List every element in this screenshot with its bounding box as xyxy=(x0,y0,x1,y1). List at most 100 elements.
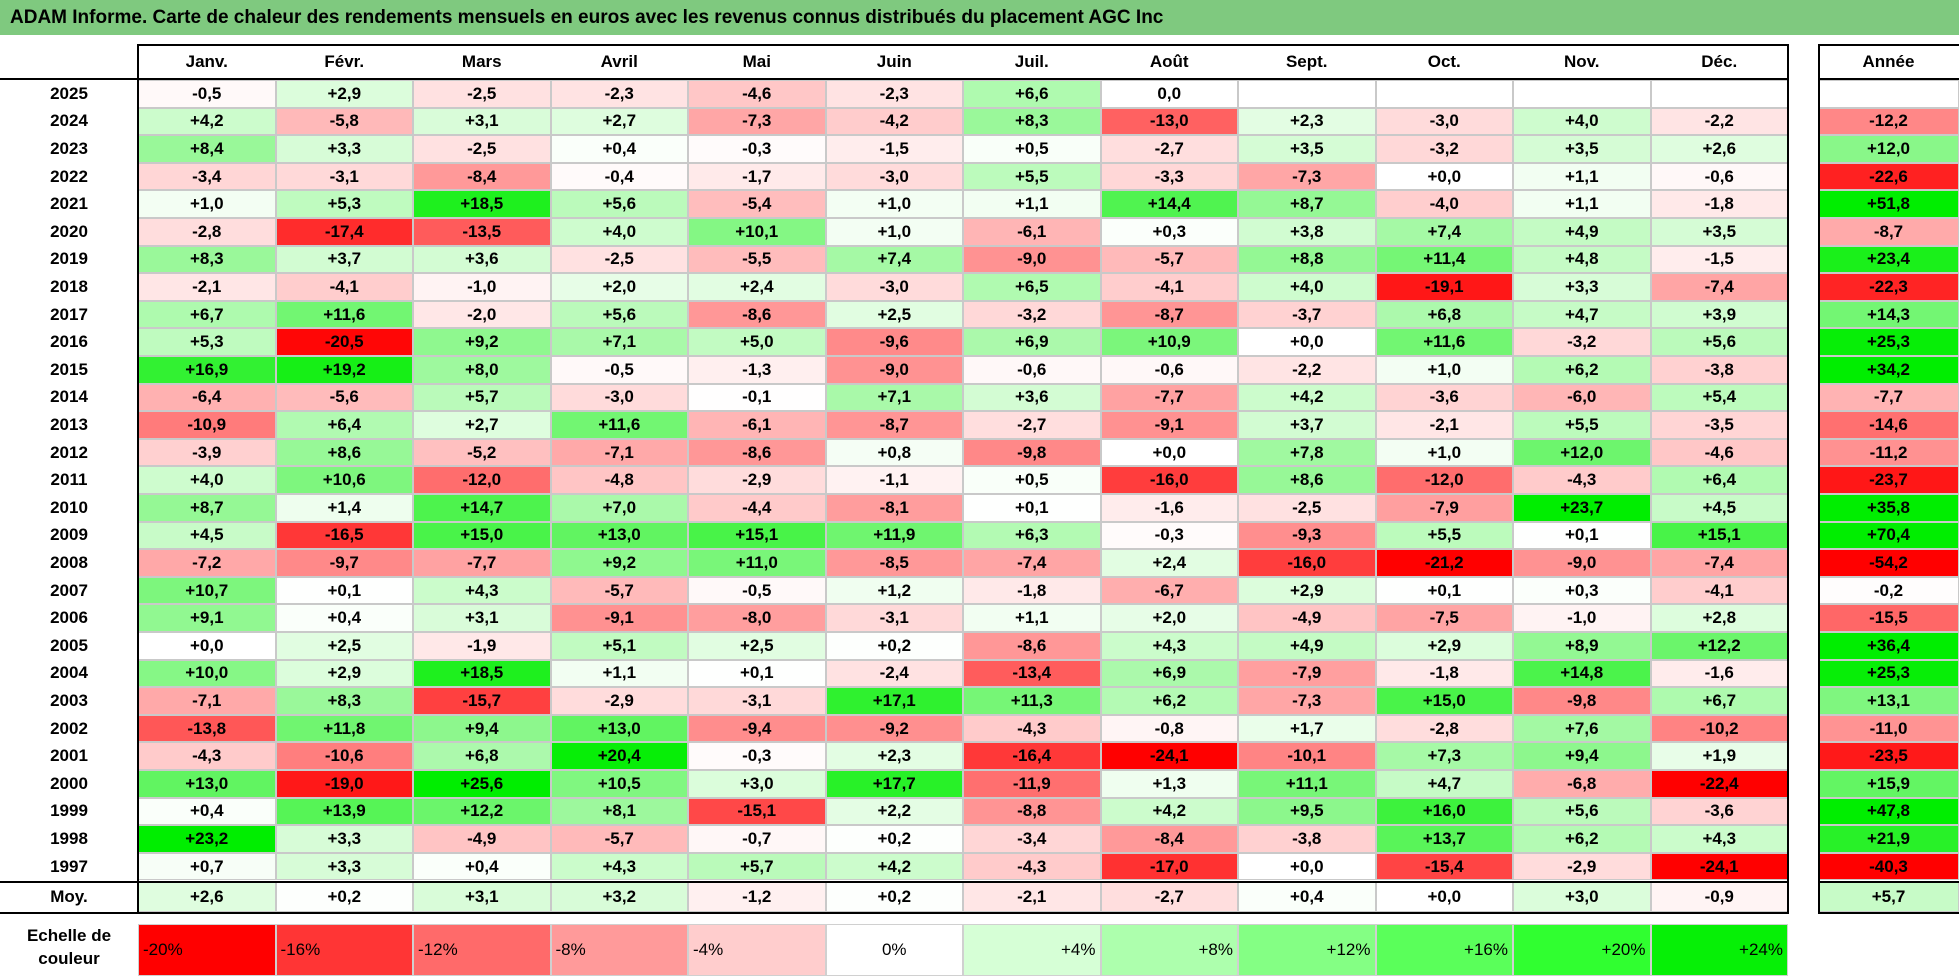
heatmap-cell: -7,4 xyxy=(963,549,1101,577)
year-label: 2018 xyxy=(50,276,88,296)
month-header: Nov. xyxy=(1563,52,1600,71)
heatmap-cell: +0,1 xyxy=(275,576,413,605)
heatmap-cell: +2,8 xyxy=(1650,604,1788,632)
heatmap-cell: -1,8 xyxy=(1650,190,1788,218)
heatmap-cell: +0,5 xyxy=(963,135,1101,163)
heatmap-cell: -7,3 xyxy=(688,107,826,136)
heatmap-cell: -3,1 xyxy=(825,604,963,632)
heatmap-cell: +0,4 xyxy=(550,135,688,163)
heatmap-cell: -1,1 xyxy=(825,466,963,494)
heatmap-cell: -0,7 xyxy=(688,825,826,853)
annual-cell: -8,7 xyxy=(1818,218,1959,246)
heatmap-cell: -5,8 xyxy=(275,107,413,136)
average-cell: -2,1 xyxy=(963,882,1101,912)
year-label: 2023 xyxy=(50,138,88,158)
heatmap-cell: +6,2 xyxy=(1100,687,1238,715)
average-cell: +3,1 xyxy=(413,882,551,912)
heatmap-cell: -9,4 xyxy=(688,714,826,743)
heatmap-cell: +7,8 xyxy=(1238,438,1376,467)
annual-cell: +12,0 xyxy=(1818,135,1959,163)
heatmap-cell: -9,0 xyxy=(1513,549,1651,577)
year-label: 2022 xyxy=(50,166,88,186)
heatmap-cell: +3,3 xyxy=(275,135,413,163)
heatmap-cell: -4,9 xyxy=(413,825,551,853)
heatmap-cell: -7,3 xyxy=(1238,162,1376,191)
heatmap-cell: +15,0 xyxy=(1375,687,1513,715)
year-column-rule xyxy=(137,78,139,914)
average-cell: -1,2 xyxy=(688,882,826,912)
annual-cell: -0,2 xyxy=(1818,576,1959,605)
heatmap-cell: -10,9 xyxy=(138,411,276,439)
heatmap-cell: +12,2 xyxy=(413,797,551,826)
year-label: 2019 xyxy=(50,249,88,269)
month-header: Déc. xyxy=(1701,52,1738,71)
heatmap-cell: +10,7 xyxy=(138,576,276,605)
heatmap-cell: -4,3 xyxy=(963,714,1101,743)
heatmap-cell: -16,0 xyxy=(1238,549,1376,577)
heatmap-cell: -7,7 xyxy=(1100,383,1238,412)
heatmap-cell: -8,4 xyxy=(1100,825,1238,853)
heatmap-cell: +15,1 xyxy=(688,521,826,550)
heatmap-cell: +4,2 xyxy=(1238,383,1376,412)
heatmap-cell: +5,5 xyxy=(963,162,1101,191)
heatmap-cell: +9,2 xyxy=(413,328,551,356)
color-scale-stop: +24% xyxy=(1650,924,1788,976)
heatmap-cell: +11,6 xyxy=(1375,328,1513,356)
color-scale-stop: -20% xyxy=(138,924,276,976)
heatmap-cell: +9,5 xyxy=(1238,797,1376,826)
year-label: 1999 xyxy=(50,801,88,821)
heatmap-cell: -2,1 xyxy=(138,273,276,301)
heatmap-cell: -10,1 xyxy=(1238,742,1376,770)
heatmap-cell: -8,1 xyxy=(825,494,963,522)
heatmap-cell: -1,8 xyxy=(1375,659,1513,688)
heatmap-cell: +4,2 xyxy=(825,852,963,881)
color-scale-stop: -16% xyxy=(275,924,413,976)
heatmap-cell: -1,5 xyxy=(825,135,963,163)
heatmap-cell: -7,9 xyxy=(1238,659,1376,688)
average-cell: +3,2 xyxy=(550,882,688,912)
heatmap-cell: +23,2 xyxy=(138,825,276,853)
year-label: 2011 xyxy=(50,470,88,490)
heatmap-cell: -10,2 xyxy=(1650,714,1788,743)
heatmap-cell: +0,0 xyxy=(1238,852,1376,881)
heatmap-cell: -2,1 xyxy=(1375,411,1513,439)
heatmap-cell: +11,3 xyxy=(963,687,1101,715)
heatmap-cell: +9,2 xyxy=(550,549,688,577)
month-header: Févr. xyxy=(324,52,365,71)
heatmap-cell: -17,4 xyxy=(275,218,413,246)
heatmap-cell: -2,5 xyxy=(413,135,551,163)
heatmap-cell: -2,8 xyxy=(138,218,276,246)
heatmap-cell: +2,3 xyxy=(1238,107,1376,136)
annual-cell: +15,9 xyxy=(1818,770,1959,798)
heatmap-cell: -3,6 xyxy=(1375,383,1513,412)
heatmap-cell: +0,0 xyxy=(1238,328,1376,356)
heatmap-cell: -16,5 xyxy=(275,521,413,550)
heatmap-cell: -0,6 xyxy=(1100,356,1238,384)
heatmap-cell: -6,1 xyxy=(688,411,826,439)
average-cell: -0,9 xyxy=(1650,882,1788,912)
heatmap-cell: +3,3 xyxy=(275,825,413,853)
annual-cell: -22,3 xyxy=(1818,273,1959,301)
average-rule-top xyxy=(0,881,1788,883)
heatmap-cell: -0,5 xyxy=(138,80,276,108)
heatmap-cell: -7,1 xyxy=(550,438,688,467)
heatmap-cell: 0,0 xyxy=(1100,80,1238,108)
year-label: 2002 xyxy=(50,718,88,738)
color-scale-stop: +20% xyxy=(1513,924,1651,976)
month-header: Janv. xyxy=(185,52,228,71)
heatmap-cell: -5,5 xyxy=(688,245,826,274)
heatmap-cell: +6,8 xyxy=(1375,300,1513,329)
year-label: 2017 xyxy=(50,304,88,324)
heatmap-cell: +1,1 xyxy=(550,659,688,688)
heatmap-cell: -0,6 xyxy=(1650,162,1788,191)
heatmap-cell: +7,6 xyxy=(1513,714,1651,743)
heatmap-cell: +0,1 xyxy=(1375,576,1513,605)
heatmap-cell: -12,0 xyxy=(413,466,551,494)
heatmap-cell: -7,5 xyxy=(1375,604,1513,632)
heatmap-cell xyxy=(1238,80,1376,108)
heatmap-cell: -6,0 xyxy=(1513,383,1651,412)
heatmap-cell: -13,5 xyxy=(413,218,551,246)
heatmap-cell: +11,0 xyxy=(688,549,826,577)
heatmap-cell: +1,0 xyxy=(1375,356,1513,384)
year-label: 2021 xyxy=(50,194,88,214)
